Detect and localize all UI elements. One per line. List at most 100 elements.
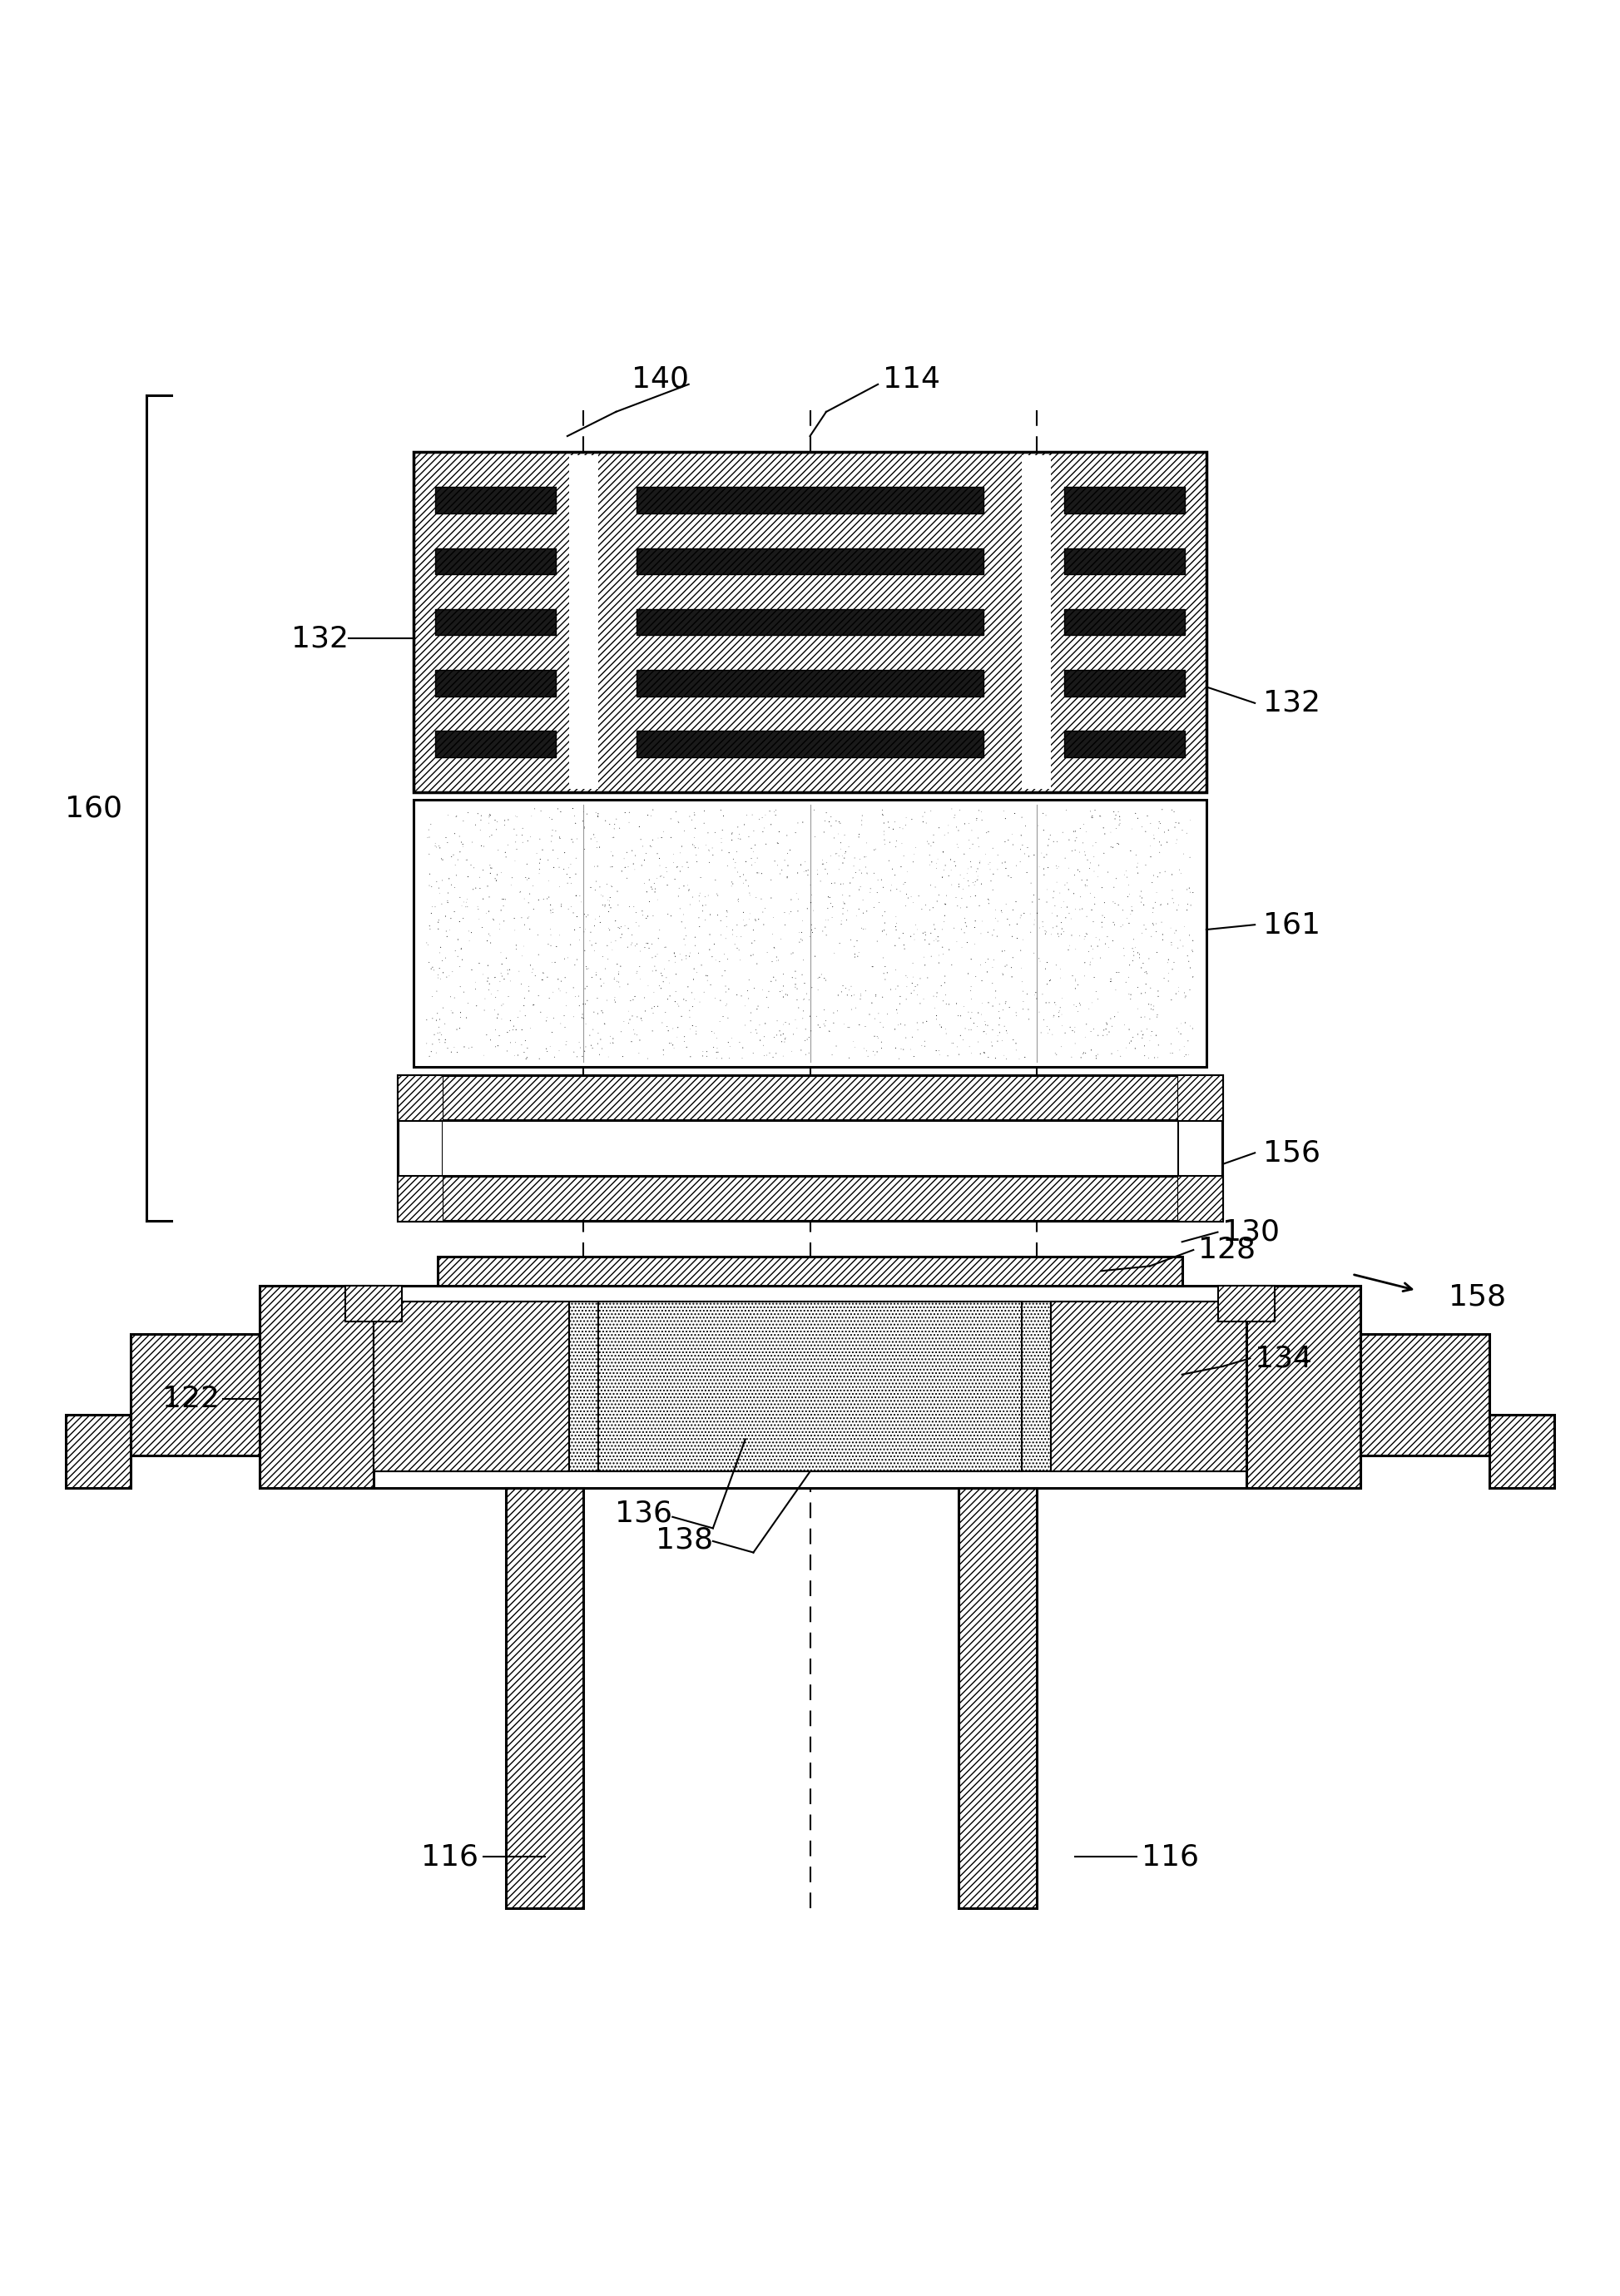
Point — [1163, 822, 1189, 859]
Point — [957, 879, 983, 916]
Point — [1089, 870, 1115, 907]
Point — [901, 884, 927, 921]
Point — [867, 1003, 893, 1040]
Point — [831, 886, 857, 923]
Point — [791, 992, 816, 1029]
Point — [834, 902, 860, 939]
Point — [1048, 905, 1074, 941]
Point — [838, 921, 863, 957]
Point — [561, 969, 586, 1006]
Point — [791, 941, 816, 978]
Point — [533, 1031, 559, 1068]
Point — [585, 1015, 611, 1052]
Point — [700, 836, 726, 872]
Point — [416, 868, 442, 905]
Point — [1056, 870, 1082, 907]
Point — [586, 1035, 612, 1072]
Point — [538, 916, 564, 953]
Point — [1077, 850, 1103, 886]
Point — [912, 1022, 938, 1058]
Point — [1098, 1001, 1124, 1038]
Point — [476, 916, 502, 953]
Point — [1016, 838, 1042, 875]
Point — [964, 861, 990, 898]
Point — [714, 909, 740, 946]
Point — [572, 914, 598, 951]
Point — [1179, 1010, 1205, 1047]
Point — [1139, 863, 1165, 900]
Point — [948, 889, 974, 925]
Point — [1132, 953, 1158, 990]
Point — [418, 1033, 444, 1070]
Point — [834, 893, 860, 930]
Point — [539, 1015, 565, 1052]
Point — [1132, 847, 1158, 884]
Point — [429, 941, 455, 978]
Point — [972, 1006, 998, 1042]
Point — [732, 861, 758, 898]
Point — [1079, 797, 1105, 833]
Point — [1131, 907, 1157, 944]
Point — [727, 1024, 753, 1061]
Point — [690, 1038, 716, 1075]
Point — [818, 866, 844, 902]
Point — [914, 1003, 940, 1040]
Point — [565, 978, 591, 1015]
Point — [1111, 937, 1137, 974]
Point — [512, 980, 538, 1017]
Point — [1171, 1038, 1197, 1075]
Point — [659, 1010, 685, 1047]
Point — [863, 1033, 889, 1070]
Point — [713, 987, 739, 1024]
Point — [1150, 916, 1176, 953]
Text: 122: 122 — [162, 1384, 220, 1412]
Bar — [1064, 730, 1184, 758]
Point — [489, 987, 515, 1024]
Point — [433, 1006, 458, 1042]
Point — [436, 861, 462, 898]
Point — [1162, 808, 1187, 845]
Point — [595, 882, 620, 918]
Point — [938, 866, 964, 902]
Point — [530, 962, 556, 999]
Point — [585, 794, 611, 831]
Point — [726, 932, 752, 969]
Point — [737, 875, 763, 912]
Point — [515, 822, 541, 859]
Point — [693, 886, 719, 923]
Point — [658, 820, 684, 856]
Point — [1064, 992, 1090, 1029]
Point — [548, 962, 573, 999]
Point — [697, 845, 723, 882]
Point — [897, 1031, 923, 1068]
Point — [484, 999, 510, 1035]
Point — [886, 1006, 912, 1042]
Point — [552, 960, 578, 996]
Point — [692, 902, 718, 939]
Point — [1064, 820, 1090, 856]
Point — [1102, 801, 1128, 838]
Bar — [637, 608, 983, 636]
Point — [902, 907, 928, 944]
Point — [799, 877, 825, 914]
Point — [656, 964, 682, 1001]
Point — [773, 976, 799, 1013]
Point — [1043, 946, 1069, 983]
Point — [1063, 962, 1089, 999]
Point — [548, 916, 573, 953]
Point — [632, 866, 658, 902]
Point — [705, 1029, 731, 1065]
Point — [1147, 833, 1173, 870]
Point — [484, 856, 510, 893]
Point — [901, 921, 927, 957]
Point — [418, 951, 444, 987]
Point — [995, 822, 1021, 859]
Point — [719, 916, 745, 953]
Point — [711, 953, 737, 990]
Point — [883, 1029, 909, 1065]
Point — [439, 994, 465, 1031]
Point — [679, 801, 705, 838]
Point — [1176, 1035, 1202, 1072]
Point — [446, 921, 471, 957]
Point — [1179, 923, 1205, 960]
